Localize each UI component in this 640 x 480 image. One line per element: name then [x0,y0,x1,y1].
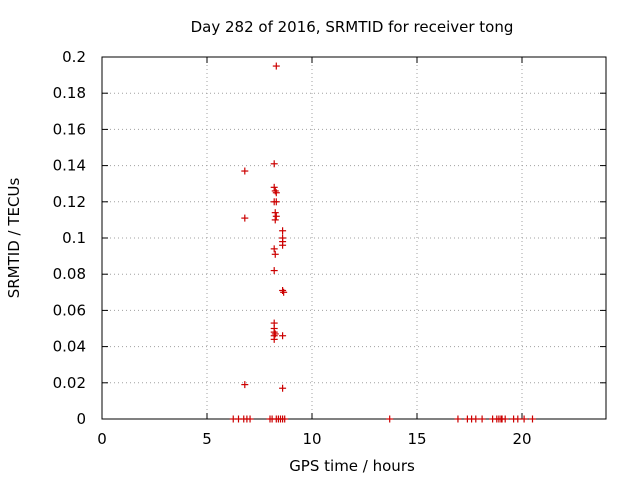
data-point [246,415,254,423]
data-point [514,415,522,423]
y-tick-label: 0.16 [53,120,86,138]
y-axis-label: SRMTID / TECUs [5,178,23,299]
data-point [280,288,288,296]
data-point [529,415,536,423]
x-axis-label: GPS time / hours [289,457,415,475]
y-tick-label: 0.08 [53,265,86,283]
data-point [270,245,278,253]
data-point [272,62,280,70]
data-point [241,167,249,175]
data-point [271,209,279,217]
x-tick-label: 20 [512,430,531,448]
y-tick-label: 0.2 [62,48,86,66]
data-point [270,267,278,275]
data-point [271,187,279,195]
data-point [271,216,279,224]
y-tick-label: 0.12 [53,193,86,211]
data-point [279,286,287,294]
data-point [386,415,394,423]
y-tick-label: 0.18 [53,84,86,102]
data-point [520,415,528,423]
data-point [271,250,279,258]
data-point [241,214,249,222]
data-point [272,198,280,206]
data-points [229,62,536,423]
data-point [270,183,278,191]
axis-ticks: 0 5 10 15 20 0 0.02 0.04 0.06 0.08 0.1 0.12 0.14 0.16… [53,48,606,448]
x-tick-label: 15 [407,430,426,448]
data-point [272,212,280,220]
y-tick-label: 0.02 [53,374,86,392]
data-point [270,160,278,168]
data-point [454,415,462,423]
y-tick-label: 0 [76,410,86,428]
data-point [279,227,287,235]
data-point [478,415,486,423]
data-point [271,330,279,338]
x-tick-label: 5 [202,430,212,448]
x-tick-label: 0 [97,430,107,448]
data-point [279,241,287,249]
data-point [270,332,278,340]
chart-title: Day 282 of 2016, SRMTID for receiver ton… [191,18,514,36]
grid-lines [102,57,606,419]
data-point [241,381,249,389]
data-point [279,332,287,340]
x-tick-label: 10 [302,430,321,448]
data-point [281,415,289,423]
y-tick-label: 0.14 [53,157,86,175]
y-tick-label: 0.04 [53,338,86,356]
y-tick-label: 0.06 [53,301,86,319]
data-point [279,384,287,392]
data-point [501,415,509,423]
data-point [272,189,280,197]
y-tick-label: 0.1 [62,229,86,247]
data-point [472,415,480,423]
